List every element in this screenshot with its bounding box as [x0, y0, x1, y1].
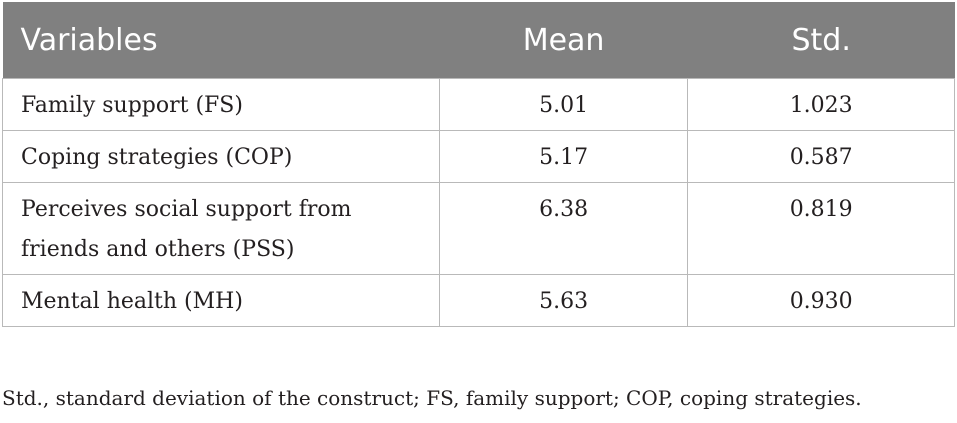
table-body: Family support (FS) 5.01 1.023 Coping st… [2, 78, 955, 327]
variable-cell: Coping strategies (COP) [2, 130, 440, 183]
mean-cell: 5.63 [438, 274, 689, 327]
mean-cell: 6.38 [438, 182, 689, 275]
std-cell: 1.023 [687, 78, 955, 131]
variable-cell: Perceives social support from friends an… [2, 182, 440, 275]
table-row: Perceives social support from friends an… [2, 182, 955, 275]
header-row: Variables Mean Std. [2, 2, 955, 79]
mean-cell: 5.01 [438, 78, 689, 131]
table-header: Variables Mean Std. [2, 2, 955, 79]
mean-cell: 5.17 [438, 130, 689, 183]
header-mean: Mean [522, 22, 605, 58]
variable-cell: Mental health (MH) [2, 274, 440, 327]
table-footnote: Std., standard deviation of the construc… [2, 386, 862, 410]
header-std: Std. [791, 22, 851, 58]
std-cell: 0.930 [687, 274, 955, 327]
header-variables: Variables [20, 22, 158, 58]
variable-cell: Family support (FS) [2, 78, 440, 131]
std-cell: 0.819 [687, 182, 955, 275]
table-row: Mental health (MH) 5.63 0.930 [2, 274, 955, 327]
descriptive-statistics-table: Variables Mean Std. Family support (FS) … [2, 2, 955, 327]
table-row: Family support (FS) 5.01 1.023 [2, 78, 955, 131]
std-cell: 0.587 [687, 130, 955, 183]
table-row: Coping strategies (COP) 5.17 0.587 [2, 130, 955, 183]
